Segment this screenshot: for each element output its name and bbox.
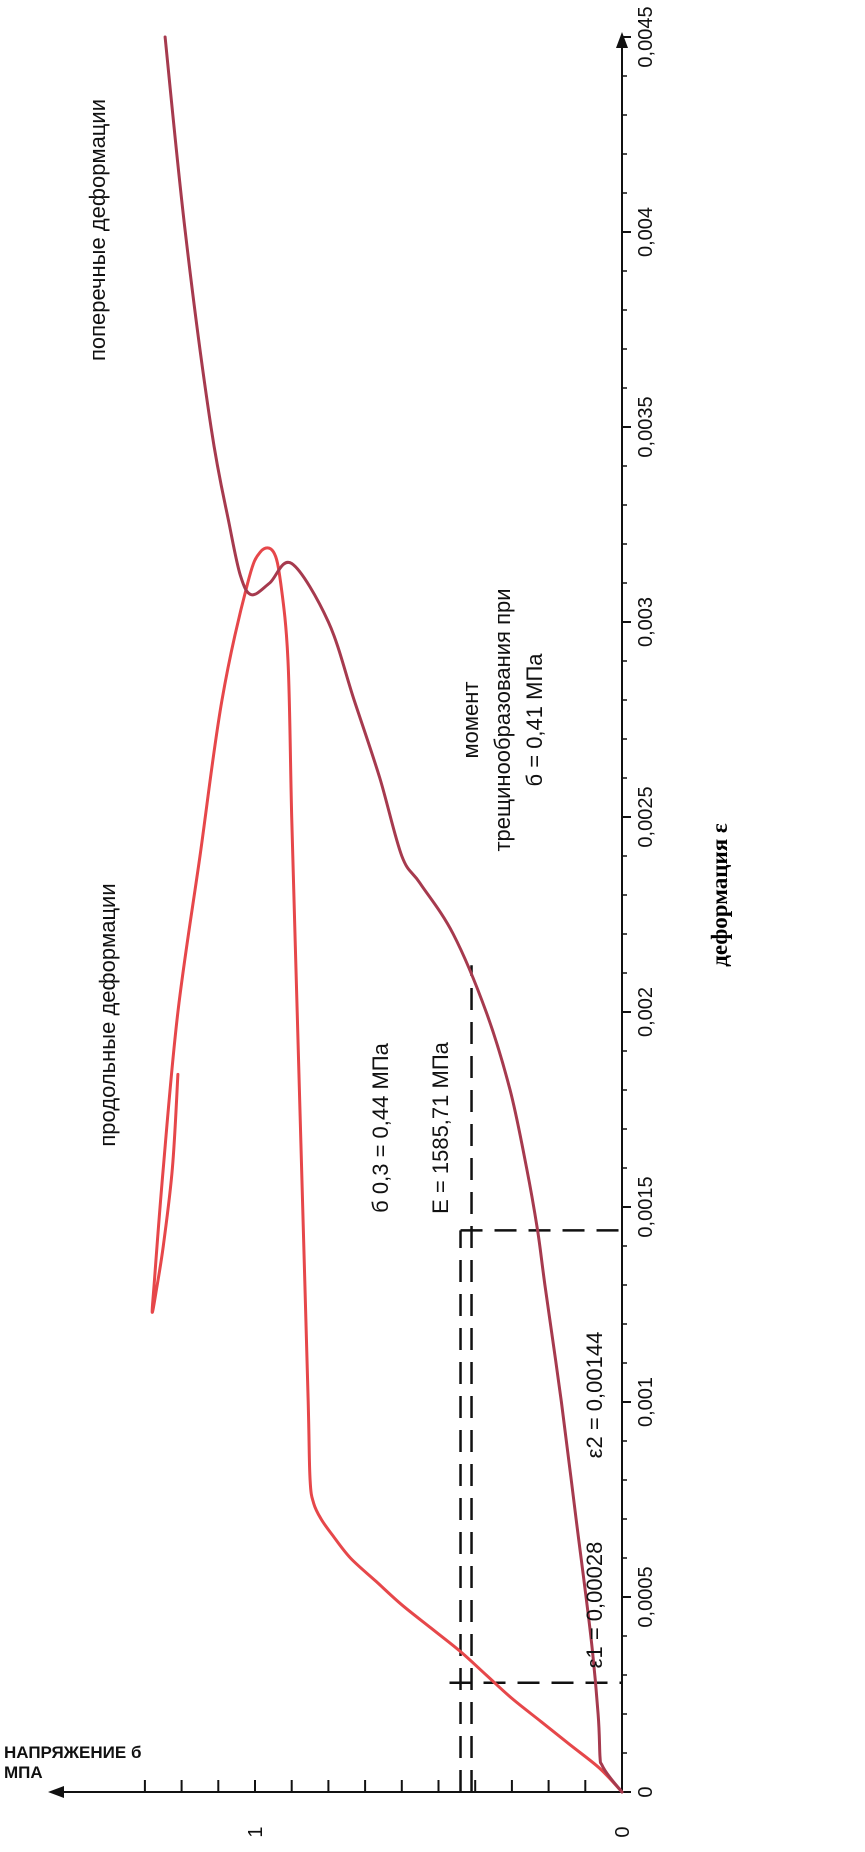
x-tick-label: 0,0015 — [635, 1176, 657, 1237]
series-label-longitudinal: продольные деформации — [95, 883, 120, 1146]
x-tick-label: 0,0005 — [635, 1566, 657, 1627]
x-tick-label: 0,0025 — [635, 786, 657, 847]
y-tick-label: 1 — [245, 1826, 267, 1837]
series-line-longitudinal — [150, 546, 624, 1794]
y-axis-title-line1: НАПРЯЖЕНИЕ б — [4, 1743, 141, 1762]
x-tick-label: 0,001 — [635, 1377, 657, 1427]
y-axis-title-line2: МПА — [4, 1763, 43, 1782]
crack-annotation-line1: момент — [458, 682, 483, 759]
crack-annotation-line3: б = 0,41 МПа — [522, 653, 547, 787]
x-tick-label: 0 — [635, 1786, 657, 1797]
crack-annotation-line2: трещинообразования при — [490, 588, 515, 851]
series-label-transverse: поперечные деформации — [85, 99, 110, 361]
x-tick-label: 0,004 — [635, 207, 657, 257]
x-tick-label: 0,0045 — [635, 6, 657, 67]
x-axis-title: деформация ε — [707, 823, 732, 967]
ticks: 0 0,0005 0,001 0,0015 0,002 0,0025 0,003 0,0035… — [143, 6, 657, 1838]
eps2-annotation: ε2 = 0,00144 — [582, 1332, 607, 1459]
eps1-annotation: ε1 = 0,00028 — [582, 1542, 607, 1669]
modulus-annotation: E = 1585,71 МПа — [428, 1041, 453, 1214]
sigma03-annotation: б 0,3 = 0,44 МПа — [368, 1042, 393, 1212]
stress-axis-arrow — [48, 1786, 64, 1798]
series-line-transverse — [163, 35, 624, 1794]
strain-axis-arrow — [616, 32, 628, 48]
x-tick-label: 0,0035 — [635, 396, 657, 457]
x-tick-label: 0,002 — [635, 987, 657, 1037]
guide-lines — [449, 965, 622, 1792]
x-tick-label: 0,003 — [635, 597, 657, 647]
axes — [48, 32, 628, 1798]
y-tick-label: 0 — [612, 1826, 634, 1837]
series — [150, 35, 624, 1794]
